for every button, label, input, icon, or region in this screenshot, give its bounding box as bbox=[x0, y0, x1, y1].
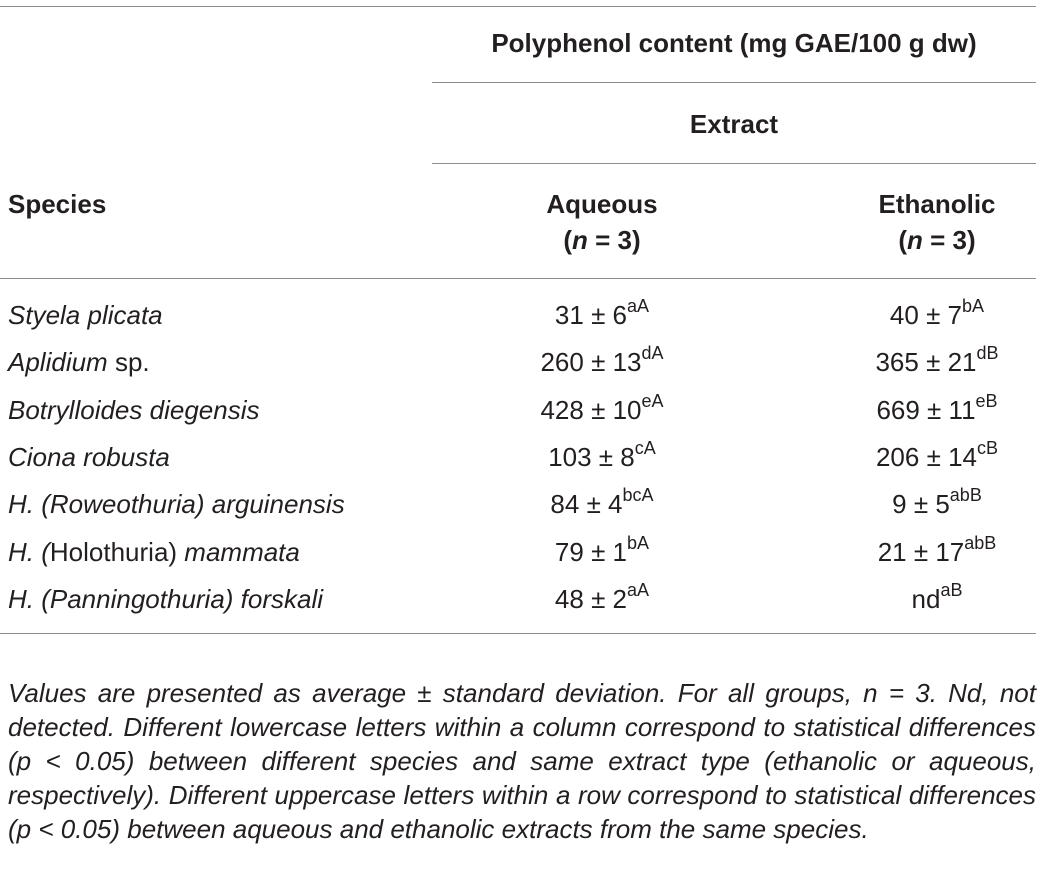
species-name: H. (Panningothuria) forskali bbox=[8, 584, 324, 614]
species-name: Botrylloides diegensis bbox=[8, 395, 260, 425]
aqueous-value: 260 ± 13dA bbox=[540, 343, 664, 377]
top-rule bbox=[0, 6, 1036, 7]
species-header: Species bbox=[8, 189, 107, 219]
aqueous-value: 79 ± 1bA bbox=[554, 533, 650, 567]
ethanolic-value: 365 ± 21dB bbox=[875, 343, 999, 377]
aqueous-value: 103 ± 8cA bbox=[548, 438, 656, 472]
table-caption: Values are presented as average ± standa… bbox=[8, 678, 1036, 844]
aqueous-header: Aqueous (n = 3) bbox=[432, 189, 772, 255]
table-bottom-rule bbox=[0, 633, 1036, 634]
ethanolic-n: (n = 3) bbox=[898, 225, 976, 255]
species-name: Aplidium sp. bbox=[8, 347, 150, 377]
ethanolic-value: ndaB bbox=[911, 580, 963, 614]
aqueous-label: Aqueous bbox=[546, 189, 658, 219]
aqueous-value: 84 ± 4bcA bbox=[550, 485, 654, 519]
header-rule-2 bbox=[432, 163, 1036, 164]
extract-header: Extract bbox=[689, 109, 779, 139]
species-name: H. (Holothuria) mammata bbox=[8, 537, 300, 567]
aqueous-value: 48 ± 2aA bbox=[554, 580, 650, 614]
ethanolic-header: Ethanolic (n = 3) bbox=[772, 189, 1042, 255]
ethanolic-value: 40 ± 7bA bbox=[889, 296, 985, 330]
ethanolic-value: 669 ± 11eB bbox=[876, 391, 998, 425]
aqueous-value: 428 ± 10eA bbox=[540, 391, 664, 425]
ethanolic-value: 9 ± 5abB bbox=[892, 485, 982, 519]
species-name: Ciona robusta bbox=[8, 442, 170, 472]
ethanolic-value: 206 ± 14cB bbox=[875, 438, 999, 472]
ethanolic-label: Ethanolic bbox=[878, 189, 996, 219]
aqueous-n: (n = 3) bbox=[563, 225, 641, 255]
ethanolic-value: 21 ± 17abB bbox=[877, 533, 997, 567]
polyphenol-header: Polyphenol content (mg GAE/100 g dw) bbox=[491, 28, 977, 58]
header-rule-1 bbox=[432, 82, 1036, 83]
aqueous-value: 31 ± 6aA bbox=[554, 296, 650, 330]
species-name: Styela plicata bbox=[8, 300, 163, 330]
species-name: H. (Roweothuria) arguinensis bbox=[8, 489, 345, 519]
header-bottom-rule bbox=[0, 278, 1036, 279]
